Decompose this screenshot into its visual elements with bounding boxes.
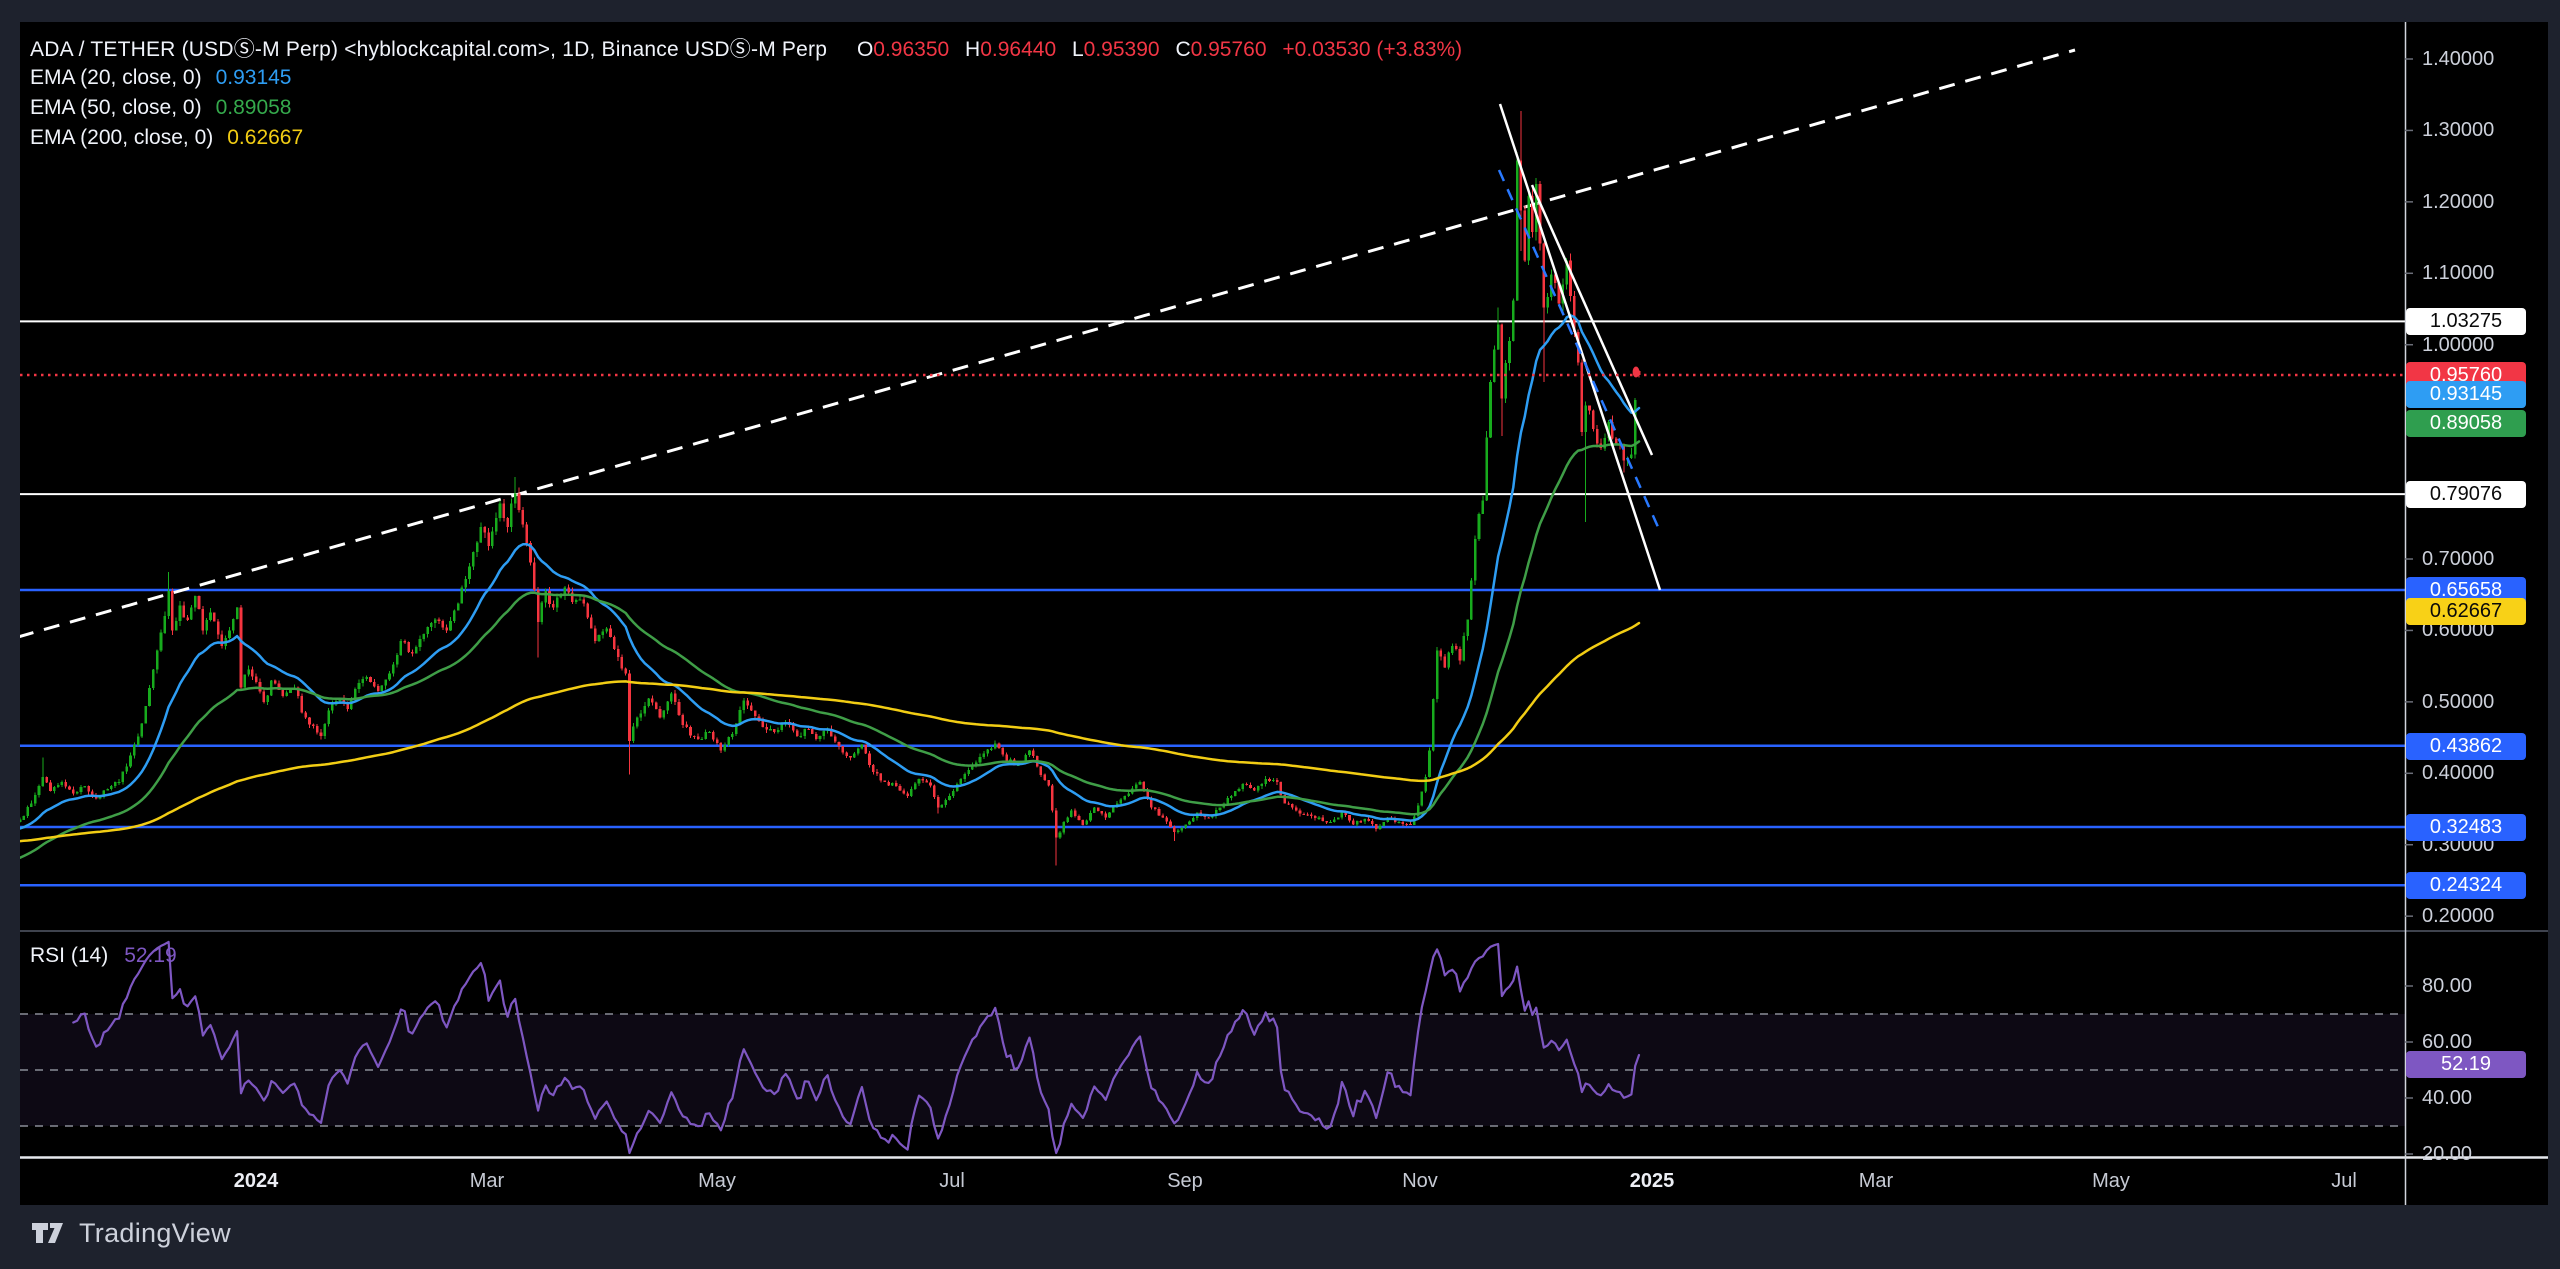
price-axis-badge: 0.89058 — [2406, 409, 2526, 437]
indicator-legend-ema200[interactable]: EMA (200, close, 0) 0.62667 — [30, 126, 304, 149]
price-axis-label: 0.50000 — [2422, 691, 2495, 713]
tradingview-logo[interactable]: TradingView — [30, 1215, 231, 1251]
time-axis-label: Nov — [1402, 1170, 1438, 1192]
time-axis-label: May — [698, 1170, 736, 1192]
time-axis-label: Sep — [1167, 1170, 1203, 1192]
indicator-legend-rsi[interactable]: RSI (14) 52.19 — [30, 944, 177, 967]
rsi-pane — [20, 940, 2405, 1155]
time-axis[interactable]: 2024 Mar May Jul Sep Nov 2025 Mar May Jul — [20, 1157, 2405, 1205]
price-axis-label: 1.00000 — [2422, 334, 2495, 356]
rsi-axis-badge: 52.19 — [2406, 1050, 2526, 1078]
change-value: +0.03530 (+3.83%) — [1282, 38, 1463, 61]
time-axis-label: Mar — [469, 1170, 505, 1192]
price-axis-badge: 0.24324 — [2406, 871, 2526, 899]
price-axis-label: 1.10000 — [2422, 262, 2495, 284]
time-axis-label: 2024 — [233, 1170, 279, 1192]
indicator-legend-ema20[interactable]: EMA (20, close, 0) 0.93145 — [30, 66, 292, 89]
time-axis-label: Jul — [939, 1170, 965, 1192]
chart-plot-background — [20, 22, 2548, 1205]
rsi-axis-label: 80.00 — [2422, 975, 2473, 997]
price-axis-badge: 0.62667 — [2406, 597, 2526, 625]
price-axis-badge: 0.79076 — [2406, 480, 2526, 508]
price-axis-label: 0.70000 — [2422, 548, 2495, 570]
time-axis-label: May — [2092, 1170, 2130, 1192]
price-axis[interactable]: 1.40000 1.30000 1.20000 1.10000 1.00000 0.700… — [2406, 22, 2548, 1205]
price-axis-badge: 0.43862 — [2406, 732, 2526, 760]
rsi-axis-label: 20.00 — [2422, 1143, 2473, 1165]
rsi-axis-label: 40.00 — [2422, 1087, 2473, 1109]
symbol-title: ADA / TETHER (USDⓈ-M Perp) <hyblockcapit… — [30, 38, 828, 61]
price-axis-label: 1.20000 — [2422, 191, 2495, 213]
time-axis-label: 2025 — [1629, 1170, 1675, 1192]
price-axis-label: 1.30000 — [2422, 119, 2495, 141]
price-axis-label: 1.40000 — [2422, 48, 2495, 70]
tradingview-logo-icon — [32, 1223, 63, 1243]
time-axis-label: Mar — [1858, 1170, 1894, 1192]
symbol-legend[interactable]: ADA / TETHER (USDⓈ-M Perp) <hyblockcapit… — [30, 33, 1462, 63]
rsi-value: 52.19 — [124, 944, 177, 967]
price-axis-label: 0.60000 — [2422, 619, 2495, 641]
ohlc-values: O0.96350 H0.96440 L0.95390 C0.95760 +0.0… — [856, 38, 1463, 61]
price-axis-label: 0.20000 — [2422, 905, 2495, 927]
indicator-legend-ema50[interactable]: EMA (50, close, 0) 0.89058 — [30, 96, 292, 119]
price-axis-label: 0.40000 — [2422, 762, 2495, 784]
main-pane — [20, 48, 2405, 887]
rsi-axis-label: 60.00 — [2422, 1031, 2473, 1053]
price-axis-badge: 1.03275 — [2406, 307, 2526, 335]
price-axis-badge: 0.32483 — [2406, 813, 2526, 841]
price-axis-badge: 0.93145 — [2406, 380, 2526, 408]
footer-bar: TradingView — [0, 1205, 2560, 1269]
tradingview-brand-text: TradingView — [79, 1217, 231, 1248]
time-axis-label: Jul — [2331, 1170, 2357, 1192]
